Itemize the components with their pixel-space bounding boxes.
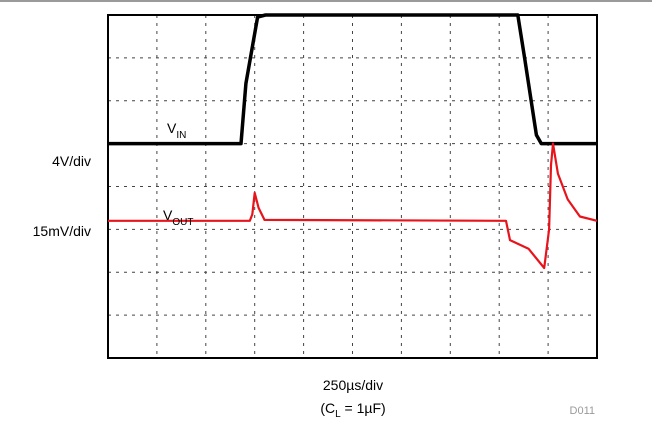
- figure-code: D011: [570, 405, 595, 417]
- condition-label: (CL = 1µF): [320, 400, 385, 420]
- vout-scale-label: 15mV/div: [33, 223, 91, 239]
- vin-series-label: VIN: [167, 120, 186, 141]
- vout-trace: [108, 142, 598, 270]
- vin-scale-label: 4V/div: [52, 153, 91, 169]
- grid: [108, 15, 597, 358]
- vout-series-label: VOUT: [163, 207, 193, 228]
- time-scale-label: 250µs/div: [323, 377, 383, 393]
- top-rule: [0, 0, 652, 2]
- vin-trace: [108, 13, 597, 146]
